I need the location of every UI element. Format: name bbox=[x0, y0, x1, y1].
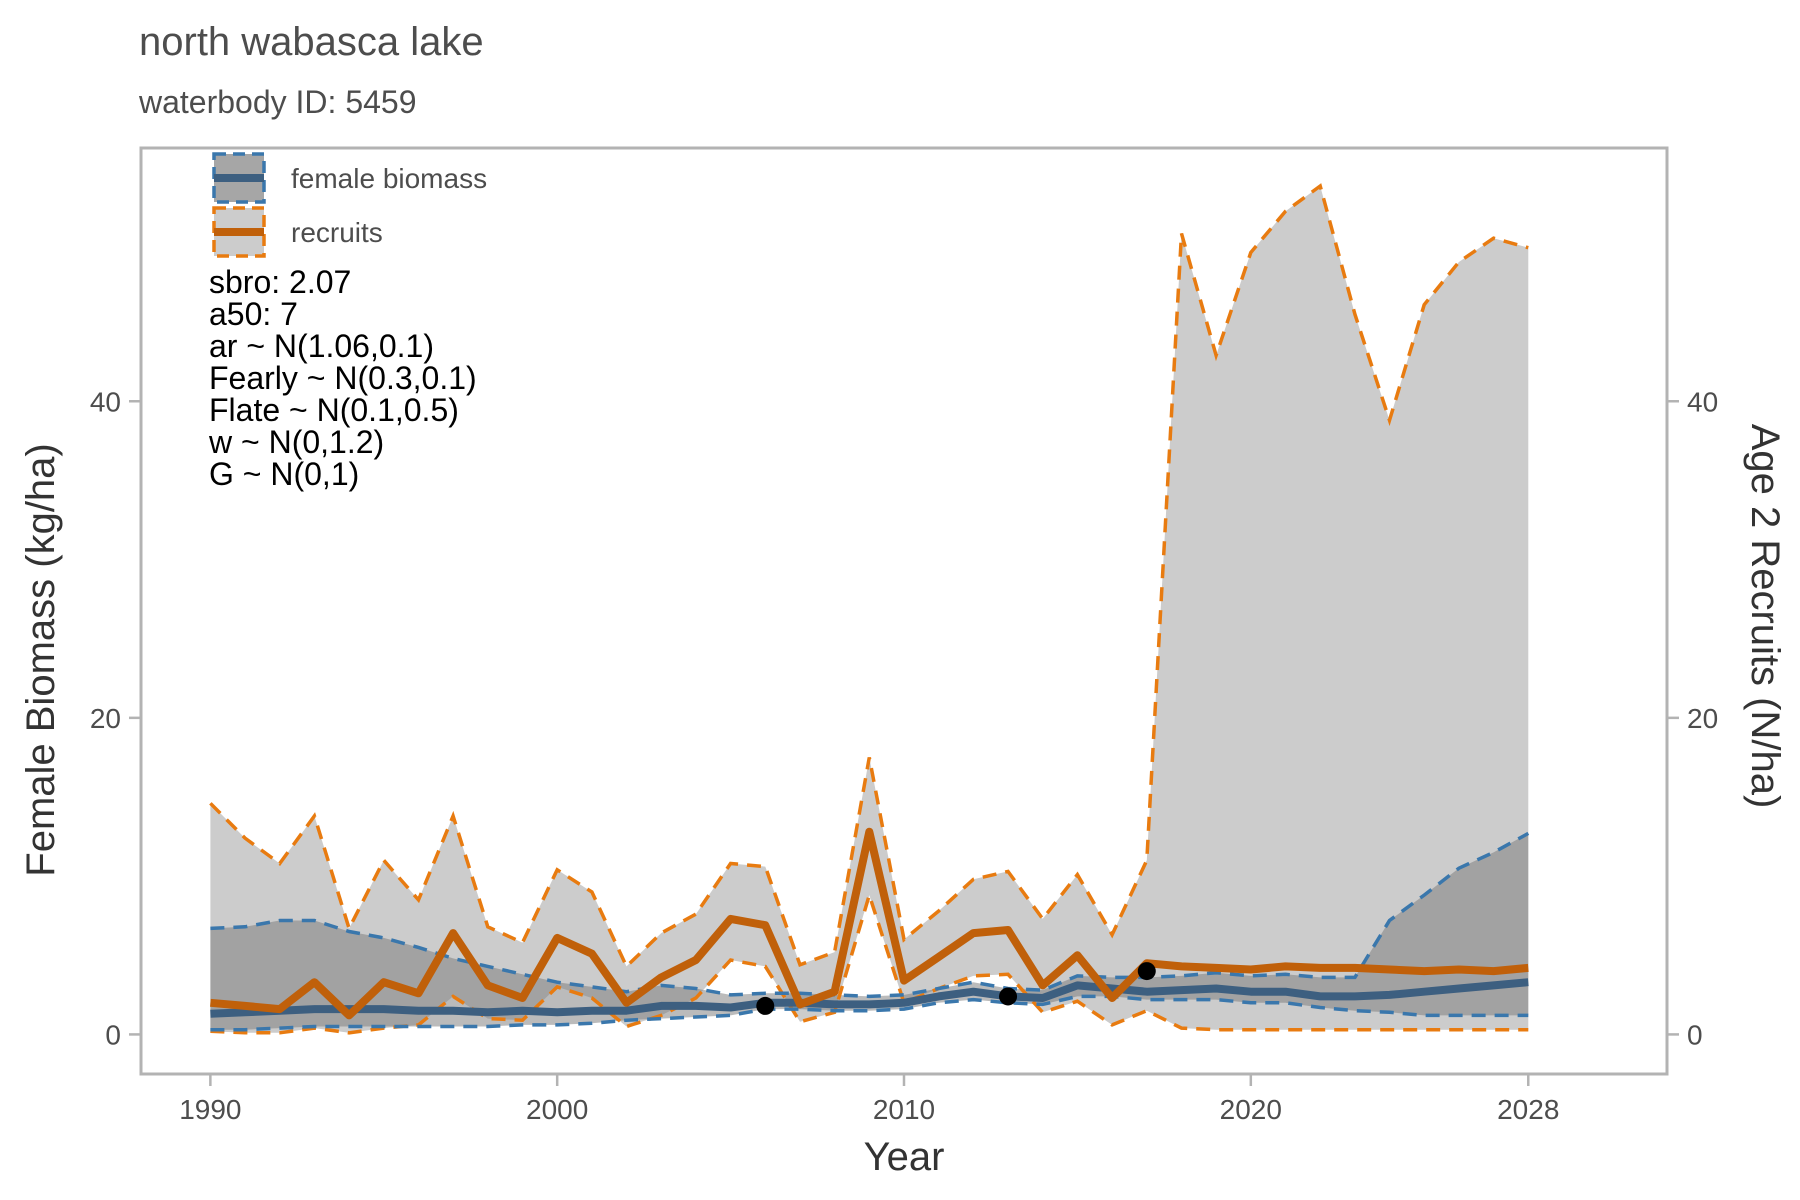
parameter-annotation: Flate ~ N(0.1,0.5) bbox=[209, 392, 459, 428]
y-tick-label-right: 20 bbox=[1687, 703, 1718, 734]
legend-label: female biomass bbox=[291, 163, 487, 194]
female-biomass-ribbon bbox=[210, 833, 1529, 1030]
observation-point bbox=[756, 996, 775, 1015]
chart-title: north wabasca lake bbox=[139, 20, 484, 64]
x-tick-label: 2028 bbox=[1497, 1094, 1559, 1125]
observation-point bbox=[1137, 962, 1156, 981]
legend-item-female-biomass: female biomass bbox=[212, 152, 487, 204]
x-tick-label: 1990 bbox=[179, 1094, 241, 1125]
y-tick-label-right: 40 bbox=[1687, 386, 1718, 417]
parameter-annotation: G ~ N(0,1) bbox=[209, 456, 359, 492]
x-tick-label: 2010 bbox=[873, 1094, 935, 1125]
x-axis: 1990 2000 2010 2020 2028 bbox=[179, 1074, 1559, 1125]
y-axis-right: 0 20 40 bbox=[1667, 386, 1718, 1050]
female-biomass-line bbox=[210, 978, 1529, 1018]
y-tick-label-left: 40 bbox=[90, 386, 121, 417]
female-biomass-lower-line bbox=[210, 994, 1529, 1032]
legend-label: recruits bbox=[291, 217, 383, 248]
y-axis-left: 0 20 40 bbox=[90, 386, 141, 1050]
y-tick-label-left: 0 bbox=[105, 1019, 121, 1050]
y-axis-title-left: Female Biomass (kg/ha) bbox=[19, 443, 63, 876]
parameter-annotation: a50: 7 bbox=[209, 296, 298, 332]
x-tick-label: 2000 bbox=[526, 1094, 588, 1125]
chart-subtitle: waterbody ID: 5459 bbox=[138, 84, 417, 120]
x-axis-title: Year bbox=[864, 1135, 945, 1179]
parameter-annotation: Fearly ~ N(0.3,0.1) bbox=[209, 360, 477, 396]
female-biomass-upper-line bbox=[210, 831, 1530, 999]
recruits-line bbox=[210, 827, 1529, 1020]
parameter-annotation: w ~ N(0,1.2) bbox=[208, 424, 384, 460]
y-axis-title-right: Age 2 Recruits (N/ha) bbox=[1743, 424, 1787, 809]
parameter-annotation: ar ~ N(1.06,0.1) bbox=[209, 328, 434, 364]
y-tick-label-right: 0 bbox=[1687, 1019, 1703, 1050]
recruits-upper-line bbox=[209, 183, 1529, 970]
parameter-annotation: sbro: 2.07 bbox=[209, 264, 351, 300]
legend-item-recruits: recruits bbox=[212, 206, 383, 258]
x-tick-label: 2020 bbox=[1220, 1094, 1282, 1125]
observation-point bbox=[999, 987, 1018, 1006]
recruits-ribbon bbox=[210, 186, 1529, 1033]
legend: female biomass recruits bbox=[212, 152, 487, 258]
plot-area bbox=[209, 183, 1530, 1035]
y-tick-label-left: 20 bbox=[90, 703, 121, 734]
